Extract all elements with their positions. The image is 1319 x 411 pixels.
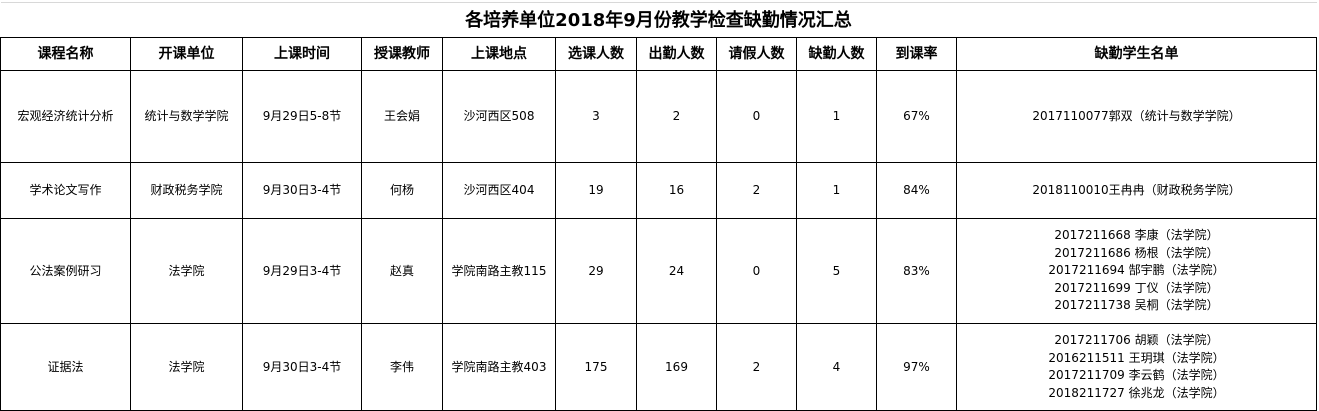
absent-student: 2016211511 王玥琪（法学院）: [1048, 350, 1225, 365]
column-header[interactable]: 缺勤学生名单: [956, 37, 1317, 71]
column-header[interactable]: 授课教师: [361, 37, 443, 71]
absent-students-cell[interactable]: 2018110010王冉冉（财政税务学院）: [956, 162, 1317, 219]
table-cell[interactable]: 169: [636, 323, 717, 411]
table-cell[interactable]: 29: [555, 218, 637, 324]
absent-student: 2018211727 徐兆龙（法学院）: [1048, 385, 1225, 400]
table-cell[interactable]: 19: [555, 162, 637, 219]
column-header[interactable]: 开课单位: [130, 37, 243, 71]
absent-student: 2017211709 李云鹤（法学院）: [1048, 368, 1225, 382]
table-row: 公法案例研习 法学院 9月29日3-4节 赵真 学院南路主教115 29 24 0 5 83% 20…: [0, 218, 1317, 324]
table-cell[interactable]: 9月30日3-4节: [242, 162, 362, 219]
table-cell[interactable]: 赵真: [361, 218, 443, 324]
absent-student: 2017211694 郜宇鹏（法学院）: [1048, 263, 1225, 278]
column-header[interactable]: 缺勤人数: [796, 37, 877, 71]
absent-student: 2017211699 丁仪（法学院）: [1054, 280, 1219, 295]
table-cell[interactable]: 王会娟: [361, 70, 443, 163]
absent-student: 2018110010王冉冉（财政税务学院）: [1032, 182, 1241, 197]
absent-student: 2017211668 李康（法学院）: [1054, 228, 1219, 243]
table-cell[interactable]: 沙河西区404: [442, 162, 556, 219]
column-header[interactable]: 到课率: [876, 37, 957, 71]
table-cell[interactable]: 1: [796, 162, 877, 219]
table-cell[interactable]: 财政税务学院: [130, 162, 243, 219]
table-cell[interactable]: 97%: [876, 323, 957, 411]
table-cell[interactable]: 法学院: [130, 218, 243, 324]
table-cell[interactable]: 学院南路主教115: [442, 218, 556, 324]
table-cell[interactable]: 0: [716, 218, 797, 324]
absent-student: 2017211706 胡颖（法学院）: [1054, 333, 1219, 347]
table-cell[interactable]: 84%: [876, 162, 957, 219]
table-cell[interactable]: 公法案例研习: [0, 218, 131, 324]
table-cell[interactable]: 9月30日3-4节: [242, 323, 362, 411]
absent-student: 2017211738 吴桐（法学院）: [1054, 298, 1219, 313]
absent-student: 2017110077郭双（统计与数学学院）: [1032, 108, 1241, 123]
column-header[interactable]: 上课时间: [242, 37, 362, 71]
table-cell[interactable]: 0: [716, 70, 797, 163]
absent-students-cell[interactable]: 2017211706 胡颖（法学院） 2016211511 王玥琪（法学院） 201…: [956, 323, 1317, 411]
table-cell[interactable]: 2: [636, 70, 717, 163]
table-cell[interactable]: 2: [716, 323, 797, 411]
absent-student: 2017211686 杨根（法学院）: [1054, 245, 1219, 260]
table-cell[interactable]: 9月29日5-8节: [242, 70, 362, 163]
table-cell[interactable]: 16: [636, 162, 717, 219]
table-row: 学术论文写作 财政税务学院 9月30日3-4节 何杨 沙河西区404 19 16 2 1 84% 2…: [0, 162, 1317, 219]
table-cell[interactable]: 1: [796, 70, 877, 163]
table-cell[interactable]: 83%: [876, 218, 957, 324]
table-cell[interactable]: 学术论文写作: [0, 162, 131, 219]
table-cell[interactable]: 何杨: [361, 162, 443, 219]
table-cell[interactable]: 175: [555, 323, 637, 411]
sheet-title[interactable]: 各培养单位2018年9月份教学检查缺勤情况汇总: [0, 2, 1317, 38]
column-header[interactable]: 请假人数: [716, 37, 797, 71]
column-header[interactable]: 出勤人数: [636, 37, 717, 71]
absent-students-cell[interactable]: 2017110077郭双（统计与数学学院）: [956, 70, 1317, 163]
table-cell[interactable]: 2: [716, 162, 797, 219]
absent-students-cell[interactable]: 2017211668 李康（法学院） 2017211686 杨根（法学院） 2017…: [956, 218, 1317, 324]
table-cell[interactable]: 9月29日3-4节: [242, 218, 362, 324]
table-cell[interactable]: 学院南路主教403: [442, 323, 556, 411]
table-cell[interactable]: 沙河西区508: [442, 70, 556, 163]
table-row: 宏观经济统计分析 统计与数学学院 9月29日5-8节 王会娟 沙河西区508 3 2 0 1 67…: [0, 70, 1317, 163]
column-header[interactable]: 上课地点: [442, 37, 556, 71]
table-cell[interactable]: 5: [796, 218, 877, 324]
table-row: 证据法 法学院 9月30日3-4节 李伟 学院南路主教403 175 169 2 4 97% 201…: [0, 323, 1317, 411]
column-header[interactable]: 选课人数: [555, 37, 637, 71]
table-cell[interactable]: 李伟: [361, 323, 443, 411]
column-header[interactable]: 课程名称: [0, 37, 131, 71]
table-cell[interactable]: 24: [636, 218, 717, 324]
table-cell[interactable]: 67%: [876, 70, 957, 163]
table-cell[interactable]: 统计与数学学院: [130, 70, 243, 163]
table-cell[interactable]: 法学院: [130, 323, 243, 411]
table-cell[interactable]: 宏观经济统计分析: [0, 70, 131, 163]
table-cell[interactable]: 4: [796, 323, 877, 411]
table-cell[interactable]: 3: [555, 70, 637, 163]
table-cell[interactable]: 证据法: [0, 323, 131, 411]
